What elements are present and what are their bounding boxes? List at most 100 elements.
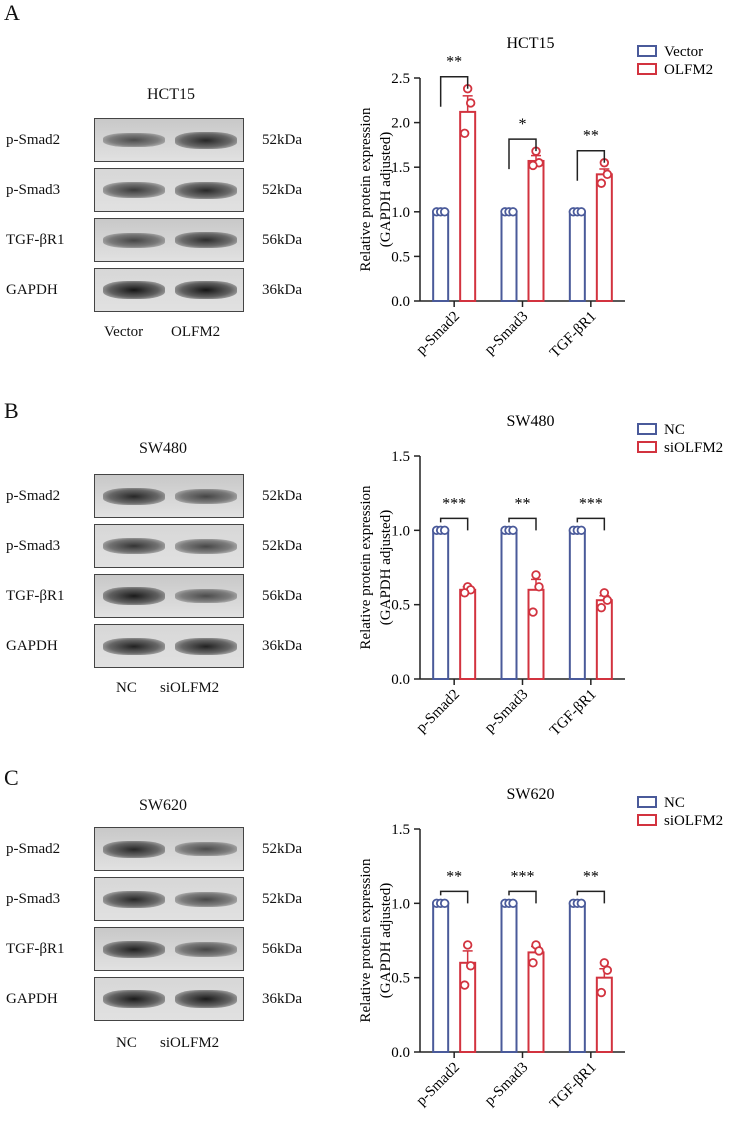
blot-row: TGF-βR1 56kDa [0,574,330,618]
data-point [531,570,541,580]
legend-label: NC [664,422,685,438]
y-tick-label: 1.5 [391,449,410,465]
bar [432,902,450,1054]
data-point [576,525,587,536]
data-point [602,595,613,605]
y-tick-label: 0.0 [391,672,410,688]
y-tick-label: 0.5 [391,598,410,614]
blot-strip [94,474,244,518]
bar [459,588,477,680]
bar [432,210,450,302]
protein-band [103,133,165,147]
y-tick-label: 0.5 [391,971,410,987]
blot-strip [94,574,244,618]
y-tick-label: 1.5 [391,160,410,176]
blot-row: p-Smad2 52kDa [0,118,330,162]
x-tick-label: TGF-βR1 [547,687,600,740]
bar [595,173,613,302]
protein-band [175,842,237,856]
protein-label: GAPDH [6,991,58,1007]
significance-bracket [508,138,537,170]
data-point [602,965,613,975]
data-point [439,898,450,909]
y-tick-label: 1.5 [391,822,410,838]
blot-row: GAPDH 36kDa [0,977,330,1021]
protein-band [175,232,237,248]
protein-label: p-Smad2 [6,132,61,148]
blot-row: p-Smad2 52kDa [0,827,330,871]
significance-label: ** [583,128,599,145]
lane-label-2: siOLFM2 [160,1035,220,1051]
x-tick-label: p-Smad3 [482,1060,532,1110]
y-tick-label: 0.5 [391,249,410,265]
blot-strip [94,827,244,871]
data-point [534,582,544,592]
molecular-weight-label: 36kDa [262,638,302,654]
data-point [465,98,476,108]
protein-label: TGF-βR1 [6,232,65,248]
legend-label: NC [664,795,685,811]
blot-row: p-Smad2 52kDa [0,474,330,518]
bar [459,961,477,1053]
y-axis-label-units: (GAPDH adjusted) [378,132,394,247]
bar-chart: HCT15 Relative protein expression (GAPDH a… [358,35,713,362]
lane-label-2: siOLFM2 [160,680,220,696]
protein-band [175,281,237,299]
y-tick-label: 0.0 [391,1045,410,1061]
blot-title: SW480 [139,440,187,457]
panel-b: B SW480 p-Smad2 52kDa p-Smad3 52kDa TGF-βR1 5… [0,398,744,773]
bar [527,951,545,1053]
y-tick-label: 1.0 [391,523,410,539]
legend-label: siOLFM2 [664,813,723,829]
protein-band [103,840,165,858]
significance-bracket [576,890,606,904]
lane-label-1: Vector [104,324,144,340]
molecular-weight-label: 52kDa [262,538,302,554]
data-point [528,607,538,617]
x-tick-label: TGF-βR1 [547,309,600,362]
significance-label: * [519,116,527,133]
protein-label: p-Smad3 [6,891,61,907]
panel-letter: B [4,398,19,423]
blot-strip [94,977,244,1021]
legend-swatch [637,441,657,453]
y-axis-label-units: (GAPDH adjusted) [378,883,394,998]
data-point [459,128,470,139]
data-point [528,160,538,171]
bar [459,110,477,302]
protein-band [103,990,165,1008]
y-tick-label: 2.5 [391,71,410,87]
molecular-weight-label: 56kDa [262,941,302,957]
bar-chart: SW480 Relative protein expression (GAPDH a… [358,413,723,740]
x-tick-label: TGF-βR1 [547,1060,600,1113]
significance-bracket [508,517,537,531]
data-point [599,588,610,598]
legend-swatch [637,814,657,826]
bar [500,902,518,1054]
legend-swatch [637,796,657,808]
y-tick-label: 2.0 [391,116,410,132]
protein-label: p-Smad3 [6,182,61,198]
data-point [602,169,613,180]
chart-title: HCT15 [507,35,555,52]
blot-row: GAPDH 36kDa [0,268,330,312]
y-axis-label: Relative protein expression [358,485,374,650]
data-point [596,987,607,998]
protein-label: p-Smad2 [6,488,61,504]
data-point [439,207,450,217]
protein-band [103,587,165,605]
protein-label: TGF-βR1 [6,588,65,604]
data-point [576,898,587,909]
lane-label-1: NC [116,680,137,696]
blot-strip [94,927,244,971]
protein-band [103,232,165,248]
panel-a: A HCT15 p-Smad2 52kDa p-Smad3 52kDa TGF-βR1 5… [0,0,744,375]
data-point [459,980,470,990]
bar [527,159,545,302]
blot-row: GAPDH 36kDa [0,624,330,668]
molecular-weight-label: 56kDa [262,232,302,248]
protein-band [175,181,237,199]
chart-title: SW480 [507,413,555,430]
significance-bracket [508,890,537,904]
molecular-weight-label: 52kDa [262,841,302,857]
